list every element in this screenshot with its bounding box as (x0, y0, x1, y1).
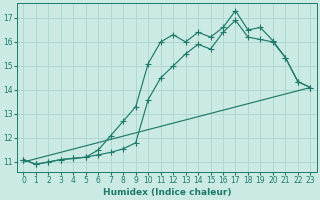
X-axis label: Humidex (Indice chaleur): Humidex (Indice chaleur) (103, 188, 231, 197)
